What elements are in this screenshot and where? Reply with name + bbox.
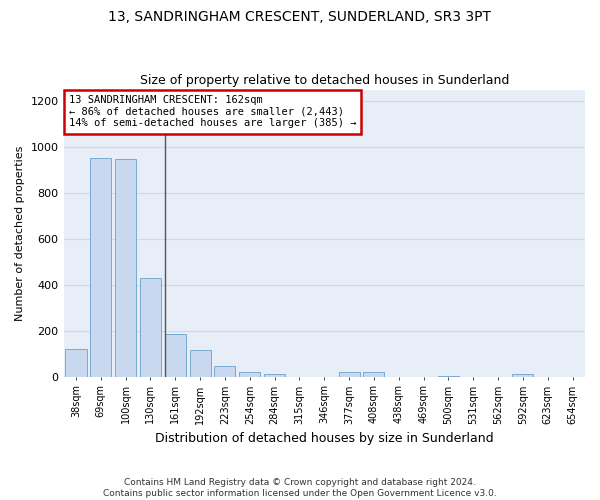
X-axis label: Distribution of detached houses by size in Sunderland: Distribution of detached houses by size … [155,432,494,445]
Title: Size of property relative to detached houses in Sunderland: Size of property relative to detached ho… [140,74,509,87]
Bar [264,374,285,376]
Bar [364,372,385,376]
Bar [338,372,359,376]
Y-axis label: Number of detached properties: Number of detached properties [15,146,25,321]
Bar [214,366,235,376]
Bar [90,158,112,376]
Bar [239,372,260,376]
Bar [115,159,136,376]
Bar [65,349,86,376]
Bar [512,374,533,376]
Text: Contains HM Land Registry data © Crown copyright and database right 2024.
Contai: Contains HM Land Registry data © Crown c… [103,478,497,498]
Bar [165,334,186,376]
Text: 13, SANDRINGHAM CRESCENT, SUNDERLAND, SR3 3PT: 13, SANDRINGHAM CRESCENT, SUNDERLAND, SR… [109,10,491,24]
Bar [190,350,211,376]
Text: 13 SANDRINGHAM CRESCENT: 162sqm
← 86% of detached houses are smaller (2,443)
14%: 13 SANDRINGHAM CRESCENT: 162sqm ← 86% of… [69,96,356,128]
Bar [140,278,161,376]
